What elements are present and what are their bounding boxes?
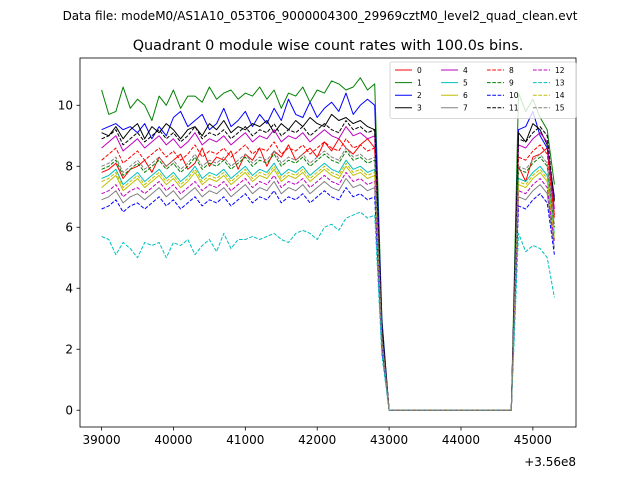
x-tick-label: 43000 bbox=[370, 433, 408, 447]
chart-title: Quadrant 0 module wise count rates with … bbox=[133, 38, 524, 54]
legend-label-6: 6 bbox=[463, 91, 468, 100]
axes-frame bbox=[79, 57, 577, 428]
legend-label-7: 7 bbox=[463, 104, 468, 113]
chart-suptitle: Data file: modeM0/AS1A10_053T06_90000043… bbox=[63, 9, 578, 23]
y-tick-label: 0 bbox=[65, 404, 73, 418]
legend-label-12: 12 bbox=[555, 66, 565, 75]
x-tick-label: 41000 bbox=[226, 433, 264, 447]
plot-area bbox=[101, 77, 555, 411]
y-axis: 0 2 4 6 8 10 bbox=[58, 99, 80, 418]
x-tick-label: 42000 bbox=[298, 433, 336, 447]
legend-label-8: 8 bbox=[509, 66, 514, 75]
legend-label-5: 5 bbox=[463, 78, 468, 87]
y-tick-label: 2 bbox=[65, 343, 73, 357]
legend-label-15: 15 bbox=[555, 104, 565, 113]
legend-label-2: 2 bbox=[417, 91, 422, 100]
series-line-15 bbox=[101, 147, 555, 411]
series-line-13 bbox=[101, 211, 555, 411]
y-tick-label: 4 bbox=[65, 282, 73, 296]
x-tick-label: 40000 bbox=[154, 433, 192, 447]
legend-label-13: 13 bbox=[555, 78, 565, 87]
y-tick-label: 10 bbox=[58, 99, 73, 113]
legend-label-1: 1 bbox=[417, 78, 422, 87]
x-tick-label: 39000 bbox=[82, 433, 120, 447]
legend-frame bbox=[389, 61, 577, 119]
x-tick-label: 44000 bbox=[442, 433, 480, 447]
x-tick-label: 45000 bbox=[514, 433, 552, 447]
legend-label-14: 14 bbox=[555, 91, 565, 100]
legend-label-0: 0 bbox=[417, 66, 422, 75]
y-tick-label: 8 bbox=[65, 160, 73, 174]
legend-label-10: 10 bbox=[509, 91, 519, 100]
x-axis: 39000 40000 41000 42000 43000 44000 45000 bbox=[82, 427, 552, 447]
y-tick-label: 6 bbox=[65, 221, 73, 235]
legend-label-9: 9 bbox=[509, 78, 514, 87]
legend-label-3: 3 bbox=[417, 104, 422, 113]
x-offset-label: +3.56e8 bbox=[524, 455, 576, 469]
legend-label-11: 11 bbox=[509, 104, 519, 113]
legend-label-4: 4 bbox=[463, 66, 468, 75]
